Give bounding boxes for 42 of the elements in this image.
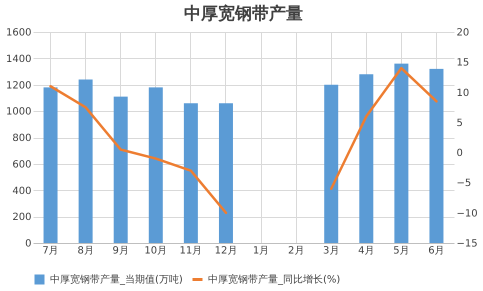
bar [394, 64, 408, 243]
x-tick-label: 12月 [214, 246, 238, 256]
bar [148, 87, 163, 243]
y2-tick-label: 10 [456, 88, 470, 99]
bar [184, 103, 198, 243]
x-tick-label: 8月 [77, 246, 94, 256]
y2-tick-label: 20 [456, 28, 470, 38]
y-tick-label: 1400 [6, 54, 32, 65]
y2-tick-label: 0 [456, 148, 463, 160]
bar [218, 103, 233, 243]
legend-label: 中厚宽钢带产量_同比增长(%) [208, 274, 340, 286]
y-tick-label: 1000 [6, 106, 32, 118]
y2-tick-label: 5 [456, 118, 463, 129]
x-tick-label: 1月 [252, 246, 270, 256]
x-tick-label: 11月 [180, 246, 202, 256]
bar [78, 79, 93, 243]
bar [114, 96, 128, 243]
y-tick-label: 800 [12, 133, 32, 144]
x-tick-label: 4月 [358, 246, 374, 256]
y-tick-label: 400 [12, 186, 32, 197]
y2-tick-label: −5 [456, 178, 472, 190]
bar [44, 87, 58, 243]
y2-tick-label: −15 [456, 238, 478, 250]
x-tick-label: 7月 [42, 246, 59, 256]
x-tick-label: 2月 [288, 246, 304, 256]
x-tick-label: 6月 [428, 246, 445, 256]
y2-tick-label: −10 [456, 208, 478, 220]
x-tick-label: 10月 [144, 246, 168, 256]
y-tick-label: 1200 [6, 80, 32, 92]
bar [359, 74, 374, 243]
x-tick-label: 3月 [323, 246, 340, 256]
y-tick-label: 200 [12, 212, 32, 224]
x-tick-label: 5月 [393, 246, 410, 256]
y2-tick-label: 15 [456, 58, 470, 69]
y-tick-label: 600 [12, 159, 32, 170]
y-tick-label: 0 [25, 238, 32, 250]
bar [324, 84, 338, 243]
legend-label: 中厚宽钢带产量_当期值(万吨) [50, 274, 183, 286]
bar [429, 68, 444, 243]
x-tick-label: 9月 [112, 246, 129, 256]
y-tick-label: 1600 [6, 28, 32, 38]
chart-title: 中厚宽钢带产量 [184, 4, 303, 24]
